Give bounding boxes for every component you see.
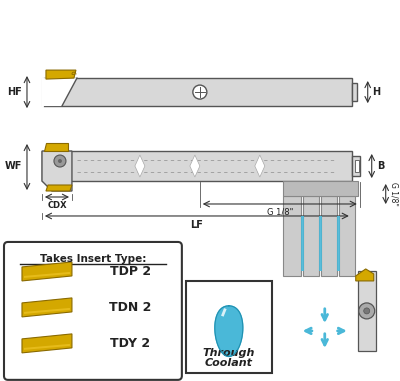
- FancyBboxPatch shape: [352, 156, 360, 176]
- Text: WF: WF: [5, 161, 22, 171]
- Polygon shape: [135, 155, 145, 177]
- FancyBboxPatch shape: [186, 281, 272, 373]
- FancyBboxPatch shape: [42, 78, 352, 106]
- Text: HF: HF: [7, 87, 22, 97]
- Polygon shape: [24, 344, 70, 350]
- Text: G 1/8": G 1/8": [390, 182, 399, 206]
- Text: Coolant: Coolant: [205, 358, 253, 368]
- FancyBboxPatch shape: [355, 160, 359, 172]
- Polygon shape: [24, 308, 70, 314]
- Text: Through: Through: [203, 348, 255, 358]
- FancyBboxPatch shape: [42, 151, 352, 181]
- Text: TDN 2: TDN 2: [109, 301, 152, 314]
- Polygon shape: [44, 143, 68, 151]
- Polygon shape: [46, 70, 76, 79]
- Text: Takes Insert Type:: Takes Insert Type:: [40, 254, 146, 264]
- Text: TDP 2: TDP 2: [110, 265, 151, 278]
- FancyBboxPatch shape: [358, 271, 376, 351]
- Text: H: H: [372, 87, 380, 97]
- FancyBboxPatch shape: [319, 216, 322, 271]
- Polygon shape: [22, 262, 72, 281]
- Text: LF: LF: [190, 220, 203, 230]
- Polygon shape: [22, 334, 72, 353]
- FancyBboxPatch shape: [301, 216, 304, 271]
- Text: TDY 2: TDY 2: [110, 337, 150, 350]
- Polygon shape: [42, 78, 77, 106]
- FancyBboxPatch shape: [352, 83, 357, 101]
- Circle shape: [193, 85, 207, 99]
- Polygon shape: [190, 155, 200, 177]
- Polygon shape: [22, 298, 72, 317]
- Text: G 1/8": G 1/8": [267, 208, 293, 217]
- Polygon shape: [24, 272, 70, 278]
- Polygon shape: [46, 185, 72, 191]
- Polygon shape: [42, 151, 72, 191]
- FancyBboxPatch shape: [337, 216, 340, 271]
- Polygon shape: [255, 155, 265, 177]
- FancyBboxPatch shape: [4, 242, 182, 380]
- Polygon shape: [356, 269, 374, 281]
- FancyBboxPatch shape: [283, 181, 358, 196]
- FancyBboxPatch shape: [283, 196, 301, 276]
- Circle shape: [58, 159, 62, 163]
- FancyBboxPatch shape: [303, 196, 319, 276]
- Text: CDX: CDX: [47, 201, 67, 210]
- Text: B: B: [377, 161, 384, 171]
- FancyBboxPatch shape: [339, 196, 355, 276]
- Circle shape: [359, 303, 375, 319]
- Circle shape: [364, 308, 370, 314]
- Polygon shape: [215, 306, 243, 357]
- FancyBboxPatch shape: [321, 196, 337, 276]
- Circle shape: [54, 155, 66, 167]
